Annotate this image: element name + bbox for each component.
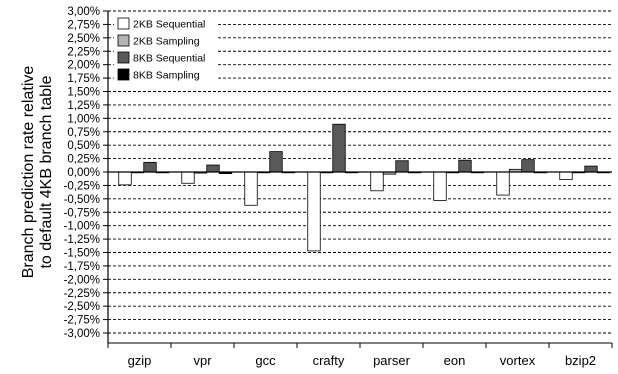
bar-crafty-8kb-sequential (332, 123, 346, 173)
x-tick-label: eon (444, 353, 466, 368)
y-tick-label: -2,25% (64, 288, 100, 300)
y-tick-label: 0,25% (67, 154, 100, 166)
bar-gcc-8kb-sequential (269, 151, 283, 173)
y-tick-label: -3,00% (64, 328, 100, 340)
legend-swatch (117, 34, 130, 47)
bar-vortex-8kb-sequential (521, 159, 535, 173)
y-tick-label: 3,00% (67, 6, 100, 18)
y-tick-label: 0,75% (67, 127, 100, 139)
bar-parser-8kb-sequential (395, 160, 409, 173)
bar-gzip-2kb-sequential (118, 171, 132, 186)
bar-vpr-2kb-sequential (181, 171, 195, 184)
y-tick-label: -2,00% (64, 274, 100, 286)
bar-bzip2-2kb-sequential (559, 171, 573, 180)
bar-parser-2kb-sequential (370, 171, 384, 192)
y-tick-label: 0,00% (67, 167, 100, 179)
x-tick-label: gzip (128, 353, 152, 368)
y-tick-label: -1,50% (64, 248, 100, 260)
y-tick-labels: 3,00%2,75% 2,50%2,25% 2,00%1,75% 1,50%1,25%… (64, 6, 108, 340)
legend-swatch (117, 17, 130, 30)
bar-gcc-2kb-sequential (244, 171, 258, 206)
x-tick-label: crafty (313, 353, 345, 368)
legend-box (114, 13, 216, 87)
y-tick-label: 1,00% (67, 113, 100, 125)
y-tick-label: -1,25% (64, 234, 100, 246)
y-tick-label: -2,50% (64, 301, 100, 313)
bar-eon-8kb-sequential (458, 159, 472, 173)
x-tick-label: gcc (255, 353, 276, 368)
bar-vpr-8kb-sequential (206, 164, 220, 173)
y-tick-label: -0,75% (64, 207, 100, 219)
y-tick-label: 1,25% (67, 100, 100, 112)
grid-lines (108, 10, 612, 334)
bar-bzip2-8kb-sequential (584, 165, 598, 173)
axes (107, 11, 613, 348)
x-tick-label: bzip2 (565, 353, 596, 368)
y-tick-label: -1,75% (64, 261, 100, 273)
y-tick-label: 2,00% (67, 60, 100, 72)
y-axis-label-line: to default 4KB branch table (38, 75, 55, 268)
bar-crafty-2kb-sequential (307, 171, 321, 252)
legend-swatch (117, 68, 130, 81)
legend: 2KB Sequential 2KB Sampling 8KB Sequential… (114, 13, 216, 87)
bar-eon-2kb-sequential (433, 171, 447, 201)
legend-label: 8KB Sampling (133, 70, 200, 82)
legend-label: 8KB Sequential (133, 53, 205, 65)
x-tick-label: vpr (193, 353, 212, 368)
legend-swatch (117, 51, 130, 64)
y-tick-label: 1,50% (67, 87, 100, 99)
y-tick-label: -0,50% (64, 194, 100, 206)
legend-label: 2KB Sequential (133, 19, 205, 31)
legend-label: 2KB Sampling (133, 36, 200, 48)
bar-vortex-2kb-sequential (496, 171, 510, 196)
y-tick-label: -1,00% (64, 221, 100, 233)
y-tick-label: 0,50% (67, 140, 100, 152)
bars (118, 123, 611, 252)
y-tick-label: -2,75% (64, 315, 100, 327)
y-axis-label: Branch prediction rate relativeto defaul… (20, 66, 55, 279)
y-tick-label: 1,75% (67, 73, 100, 85)
bar-gzip-8kb-sequential (143, 161, 157, 173)
y-tick-label: 2,75% (67, 19, 100, 31)
category-labels: gzip vpr gcc crafty parser eon vortex bzip2 (128, 353, 596, 368)
y-axis-label-line: Branch prediction rate relative (20, 66, 37, 279)
x-tick-label: vortex (500, 353, 536, 368)
y-tick-label: 2,50% (67, 33, 100, 45)
y-tick-label: 2,25% (67, 46, 100, 58)
y-tick-label: -0,25% (64, 180, 100, 192)
x-tick-label: parser (373, 353, 411, 368)
